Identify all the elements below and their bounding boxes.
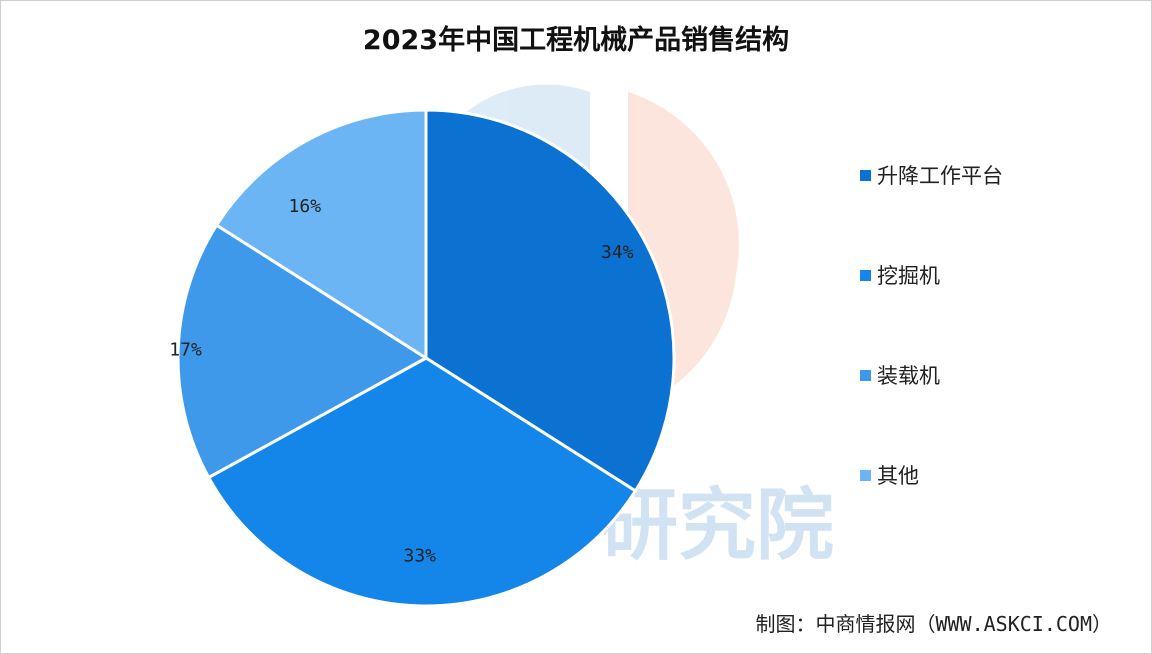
slice-label-0: 34%: [601, 242, 634, 263]
pie-slice-2: [176, 223, 429, 480]
legend-item-0: 升降工作平台: [860, 160, 1003, 190]
slice-label-1: 33%: [404, 545, 437, 566]
legend-swatch-0: [860, 169, 871, 181]
legend-label-0: 升降工作平台: [877, 164, 1003, 188]
legend-swatch-3: [860, 469, 871, 481]
legend-item-3: 其他: [860, 460, 919, 490]
legend-label-1: 挖掘机: [877, 264, 940, 288]
slice-label-2: 17%: [169, 339, 202, 360]
slice-label-3: 16%: [289, 196, 322, 217]
source-note: 制图：中商情报网（WWW.ASKCI.COM）: [755, 612, 1112, 636]
legend-item-1: 挖掘机: [860, 260, 940, 290]
chart-title: 2023年中国工程机械产品销售结构: [362, 25, 790, 56]
legend-label-3: 其他: [877, 464, 919, 488]
legend-item-2: 装载机: [860, 360, 940, 390]
watermark-text: 研究院: [600, 481, 834, 571]
legend-swatch-1: [860, 269, 871, 281]
legend-label-2: 装载机: [877, 364, 940, 388]
pie-slice-3: [214, 108, 428, 361]
legend-swatch-2: [860, 369, 871, 381]
